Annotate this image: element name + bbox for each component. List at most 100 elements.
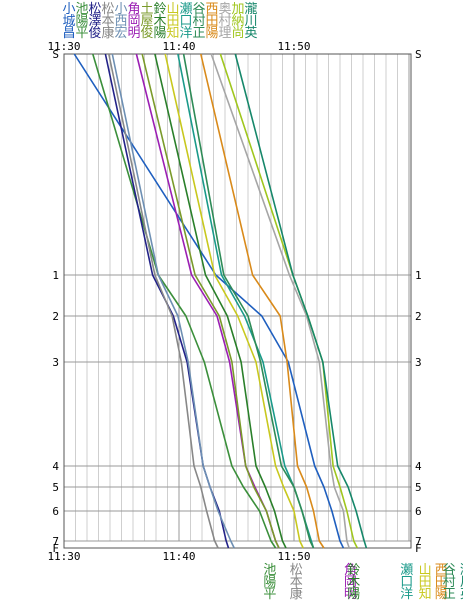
top-name-3-char-0: 松	[101, 2, 114, 17]
y-tick-right-5: 5	[415, 481, 422, 494]
bottom-name-4-char-0: 瀬	[400, 563, 413, 578]
plot-frame	[63, 53, 412, 549]
top-name-9-char-1: 口	[179, 14, 192, 29]
top-name-4-char-2: 宏	[114, 26, 127, 41]
top-name-6-char-1: 屋	[140, 14, 153, 29]
top-name-10-char-0: 谷	[192, 2, 205, 17]
bottom-name-8-char-2: 英	[460, 587, 463, 600]
series-line-14	[234, 53, 368, 549]
series-line-1	[92, 53, 277, 549]
top-name-13-char-2: 尚	[231, 26, 244, 41]
series-line-8	[164, 53, 304, 549]
top-name-2-char-0: 松	[88, 2, 101, 17]
bottom-name-6-char-2: 陽	[435, 587, 448, 600]
y-tick-left-2: 2	[52, 310, 59, 323]
bottom-name-4-char-2: 洋	[400, 587, 413, 600]
series-line-12	[210, 53, 350, 549]
top-name-columns: 小城昌池陽平松澤俊松本康小西宏角岡明土屋俊鈴木陽山田知瀬口洋谷村正西田陽奥村理加…	[62, 2, 257, 41]
bottom-name-2-char-1: 岡	[344, 575, 357, 590]
bottom-name-5-char-2: 知	[419, 586, 432, 600]
top-name-0-char-2: 昌	[62, 26, 75, 41]
top-name-9-char-2: 洋	[179, 26, 192, 41]
bottom-name-8-char-0: 瀧	[460, 563, 463, 578]
top-name-14-char-2: 英	[244, 26, 257, 41]
top-name-12-char-2: 理	[218, 26, 231, 41]
bottom-name-0-char-1: 陽	[263, 575, 276, 590]
top-name-12-char-1: 村	[218, 14, 231, 29]
bottom-name-1-char-2: 康	[290, 586, 303, 600]
top-name-0-char-0: 小	[62, 2, 75, 17]
series-line-3	[108, 53, 219, 549]
y-tick-right-0: S	[415, 48, 422, 61]
x-tick-top-0: 11:30	[47, 40, 80, 53]
tick-labels: 11:30 11:30 11:40 11:40 11:50 11:50 S S 1 1 2 2 3 3 4 4…	[47, 40, 422, 563]
top-name-7-char-0: 鈴	[153, 2, 166, 17]
bottom-name-5-char-0: 山	[419, 563, 432, 578]
plot-border	[63, 53, 412, 549]
top-name-13-char-1: 納	[231, 14, 244, 29]
top-name-14-char-1: 川	[244, 14, 257, 29]
bottom-name-7-char-0: 谷	[443, 563, 456, 578]
y-tick-left-3: 3	[52, 356, 59, 369]
top-name-8-char-0: 山	[166, 2, 179, 17]
y-tick-right-3: 3	[415, 356, 422, 369]
bottom-name-0-char-2: 平	[263, 587, 276, 600]
bottom-name-7-char-1: 村	[443, 575, 456, 590]
top-name-13-char-0: 加	[231, 2, 244, 17]
bottom-name-6-char-1: 田	[435, 575, 448, 590]
top-name-1-char-1: 陽	[75, 14, 88, 29]
top-name-1-char-2: 平	[75, 26, 88, 41]
y-tick-left-8: F	[52, 542, 59, 555]
top-name-3-char-2: 康	[101, 25, 114, 41]
top-name-7-char-1: 木	[153, 14, 166, 29]
x-tick-bottom-2: 11:50	[277, 550, 310, 563]
top-name-6-char-2: 俊	[140, 26, 153, 41]
y-tick-right-2: 2	[415, 310, 422, 323]
y-tick-right-1: 1	[415, 269, 422, 282]
bottom-name-2-char-2: 明	[344, 587, 357, 600]
bottom-name-columns: 池陽平松本康角岡明鈴木陽瀬口洋山田知西田陽谷村正瀧川英加納尚小西宏	[263, 563, 463, 600]
top-name-10-char-1: 村	[192, 14, 205, 29]
y-tick-right-7: 7	[415, 535, 422, 548]
y-tick-left-1: 1	[52, 269, 59, 282]
series-line-5	[135, 53, 280, 549]
y-tick-right-6: 6	[415, 505, 422, 518]
bottom-name-2-char-0: 角	[344, 563, 357, 578]
top-name-3-char-1: 本	[101, 14, 114, 29]
y-tick-left-0: S	[52, 48, 59, 61]
y-tick-left-7: 7	[52, 535, 59, 548]
series-line-7	[154, 53, 287, 549]
y-tick-right-8: F	[415, 542, 422, 555]
top-name-8-char-2: 知	[166, 25, 179, 41]
bottom-name-8-char-1: 川	[460, 575, 463, 590]
y-tick-left-4: 4	[52, 460, 59, 473]
top-name-4-char-1: 西	[114, 14, 127, 29]
top-name-7-char-2: 陽	[153, 26, 166, 41]
bottom-name-3-char-2: 陽	[347, 587, 360, 600]
y-tick-left-5: 5	[52, 481, 59, 494]
series-line-10	[182, 53, 315, 549]
top-name-8-char-1: 田	[166, 14, 179, 29]
top-name-11-char-0: 西	[205, 2, 218, 17]
bottom-name-7-char-2: 正	[443, 587, 456, 600]
top-name-11-char-1: 田	[205, 14, 218, 29]
y-tick-left-6: 6	[52, 505, 59, 518]
top-name-10-char-2: 正	[192, 26, 205, 41]
bottom-name-1-char-0: 松	[290, 563, 303, 578]
top-name-1-char-0: 池	[75, 2, 88, 17]
series-line-11	[200, 53, 325, 549]
bottom-name-0-char-0: 池	[263, 563, 276, 578]
top-name-5-char-1: 岡	[127, 14, 140, 29]
top-name-5-char-2: 明	[127, 26, 140, 41]
x-tick-bottom-1: 11:40	[162, 550, 195, 563]
bottom-name-6-char-0: 西	[435, 563, 448, 578]
bottom-name-4-char-1: 口	[400, 575, 413, 590]
bottom-name-3-char-0: 鈴	[347, 563, 360, 578]
top-name-0-char-1: 城	[62, 14, 75, 29]
bottom-name-5-char-1: 田	[419, 575, 432, 590]
x-tick-bottom-0: 11:30	[47, 550, 80, 563]
top-name-11-char-2: 陽	[205, 26, 218, 41]
series-line-4	[111, 53, 235, 549]
bottom-name-1-char-1: 本	[290, 575, 303, 590]
